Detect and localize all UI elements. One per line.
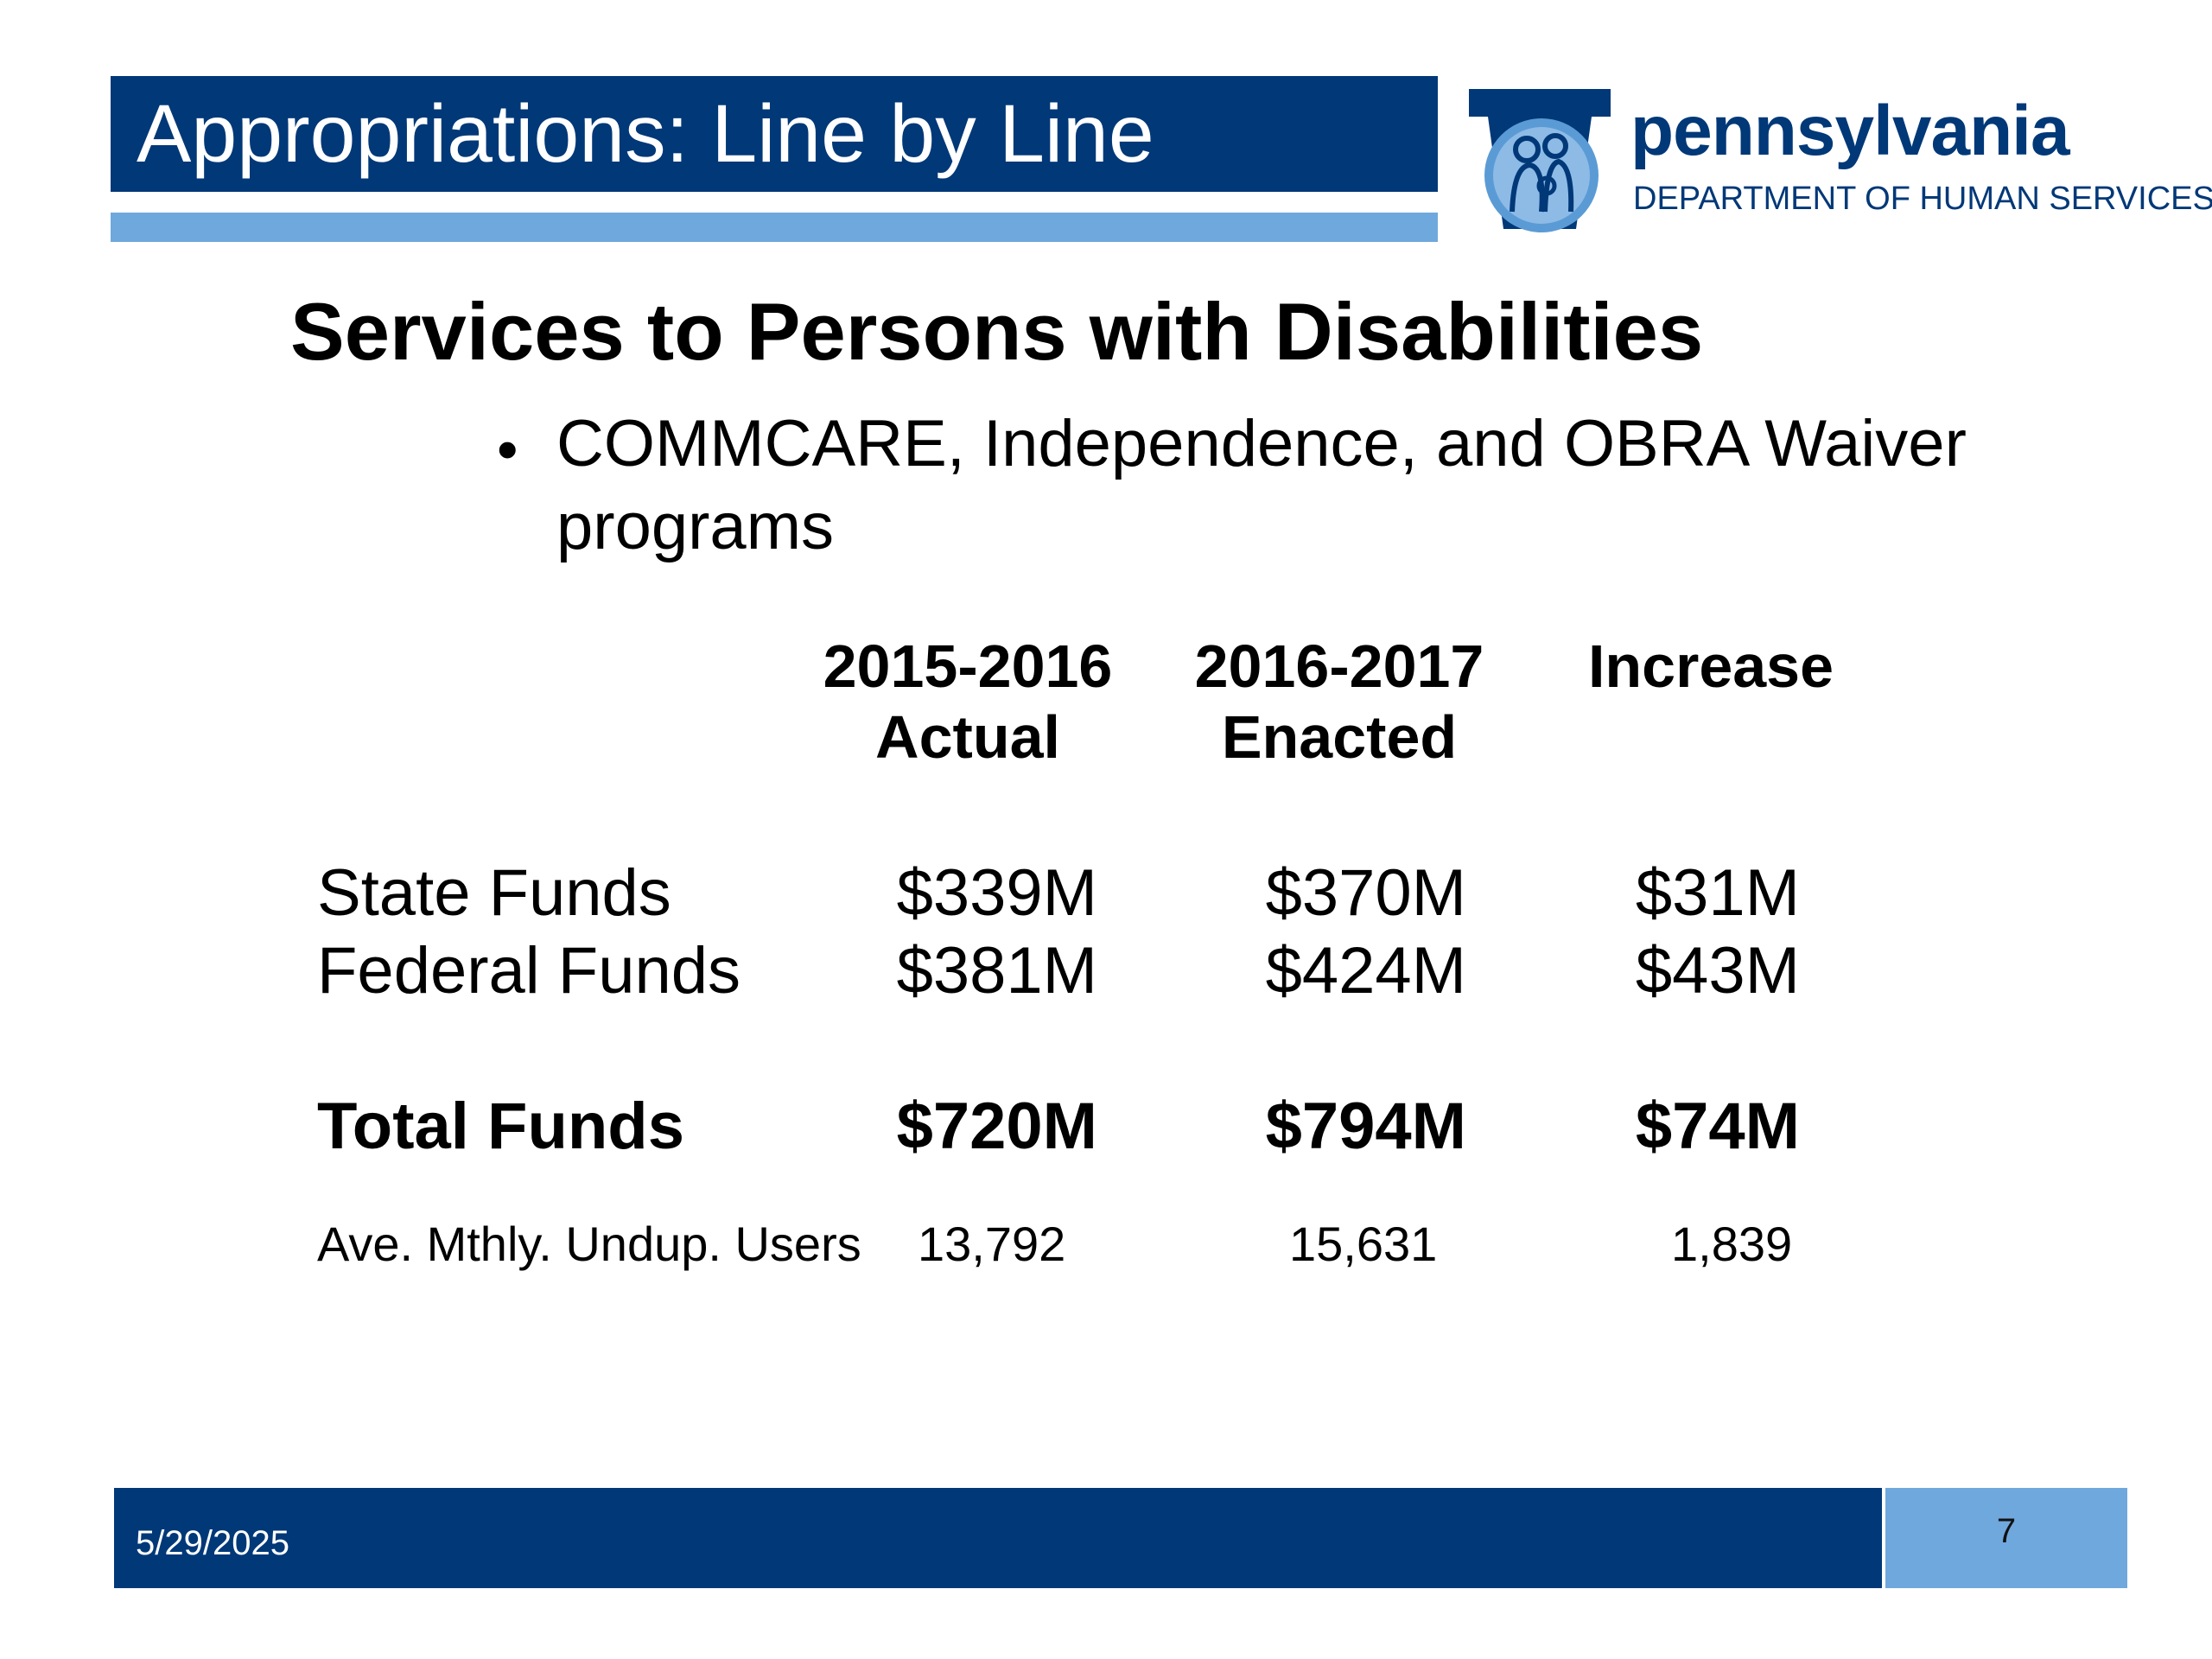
keystone-family-icon bbox=[1469, 89, 1611, 232]
cell-state-2016: $370M bbox=[1265, 856, 1466, 930]
page-number-box: 7 bbox=[1885, 1488, 2127, 1588]
footer-bar: 5/29/2025 bbox=[114, 1488, 1882, 1588]
bullet-text: COMMCARE, Independence, and OBRA Waiver … bbox=[556, 407, 1967, 563]
cell-state-increase: $31M bbox=[1635, 856, 1800, 930]
title-bar: Appropriations: Line by Line bbox=[111, 76, 1438, 192]
column-header-increase: Increase bbox=[1547, 631, 1875, 702]
slide-title: Appropriations: Line by Line bbox=[137, 88, 1154, 180]
column-header-2016-2017: 2016-2017 Enacted bbox=[1175, 631, 1503, 772]
row-label-state-funds: State Funds bbox=[317, 856, 671, 930]
page-number: 7 bbox=[1996, 1512, 2017, 1550]
column-header-line1: 2016-2017 bbox=[1194, 632, 1484, 700]
cell-users-increase: 1,839 bbox=[1671, 1217, 1793, 1271]
column-header-line2: Actual bbox=[875, 703, 1060, 771]
column-header-2015-2016: 2015-2016 Actual bbox=[804, 631, 1132, 772]
column-header-line2: Enacted bbox=[1221, 703, 1458, 771]
logo-department: DEPARTMENT OF HUMAN SERVICES bbox=[1633, 181, 2212, 217]
cell-state-2015: $339M bbox=[896, 856, 1097, 930]
cell-total-increase: $74M bbox=[1635, 1090, 1800, 1163]
section-heading: Services to Persons with Disabilities bbox=[290, 286, 1704, 377]
cell-federal-2015: $381M bbox=[896, 934, 1097, 1007]
row-label-federal-funds: Federal Funds bbox=[317, 934, 741, 1007]
footer-date: 5/29/2025 bbox=[136, 1524, 289, 1562]
cell-users-2015: 13,792 bbox=[918, 1217, 1066, 1271]
column-header-line1: Increase bbox=[1587, 632, 1834, 700]
title-underline bbox=[111, 213, 1438, 242]
row-label-users: Ave. Mthly. Undup. Users bbox=[317, 1217, 861, 1271]
row-label-total-funds: Total Funds bbox=[317, 1090, 684, 1163]
cell-total-2015: $720M bbox=[896, 1090, 1097, 1163]
cell-federal-2016: $424M bbox=[1265, 934, 1466, 1007]
logo-wordmark: pennsylvania bbox=[1630, 92, 2070, 170]
cell-federal-increase: $43M bbox=[1635, 934, 1800, 1007]
pa-dhs-logo: pennsylvania DEPARTMENT OF HUMAN SERVICE… bbox=[1462, 82, 2212, 238]
column-header-line1: 2015-2016 bbox=[823, 632, 1113, 700]
bullet-marker: • bbox=[497, 416, 518, 483]
cell-total-2016: $794M bbox=[1265, 1090, 1466, 1163]
cell-users-2016: 15,631 bbox=[1289, 1217, 1438, 1271]
